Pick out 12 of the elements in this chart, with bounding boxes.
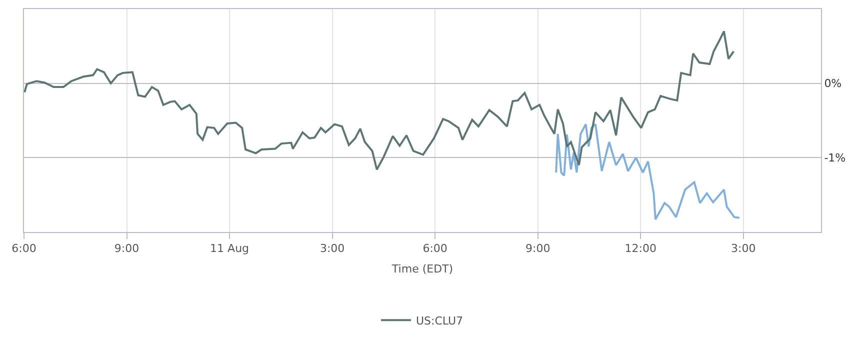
x-tick-label: 11 Aug <box>210 242 250 256</box>
x-tick-label: 3:00 <box>320 242 345 256</box>
y-tick-label: -1% <box>824 152 846 165</box>
x-tick-label: 9:00 <box>525 242 550 256</box>
x-axis-title: Time (EDT) <box>390 262 454 276</box>
x-tick-label: 6:00 <box>422 242 448 256</box>
y-tick-label: 0% <box>824 77 842 90</box>
legend-label: US:CLU7 <box>416 314 464 328</box>
x-tick-label: 9:00 <box>114 242 140 256</box>
x-tick-label: 3:00 <box>731 242 756 256</box>
x-tick-label: 6:00 <box>12 242 36 256</box>
x-tick-label: 12:00 <box>624 242 656 256</box>
